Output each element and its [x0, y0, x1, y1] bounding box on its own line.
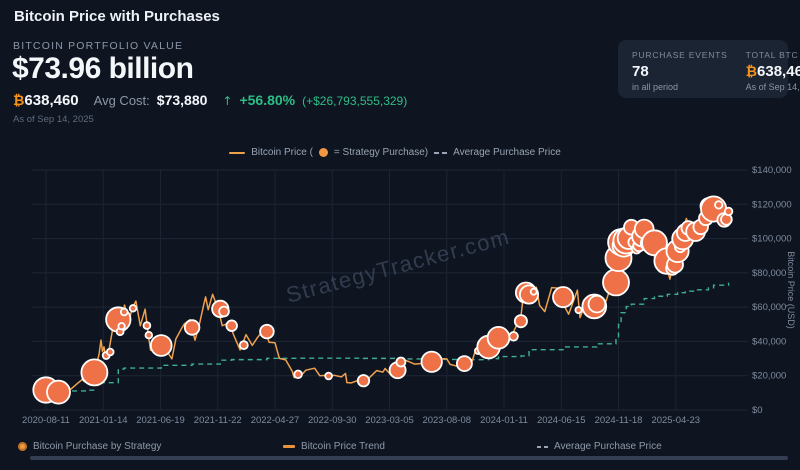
purchase-bubble[interactable] — [420, 350, 443, 373]
avg-price-swatch-icon — [537, 445, 548, 448]
purchase-bubble[interactable] — [238, 340, 249, 351]
purchase-bubble[interactable] — [513, 314, 528, 329]
portfolio-stats-row: ₿638,460 Avg Cost: $73,880 ↑ +56.80% (+$… — [13, 92, 407, 110]
purchase-bubble[interactable] — [602, 268, 630, 297]
portfolio-value-label: BITCOIN PORTFOLIO VALUE — [13, 40, 184, 52]
total-btc-col: TOTAL BTC ₿638,460 As of Sep 14, 2025 — [745, 50, 800, 92]
legend-item-price-trend[interactable]: Bitcoin Price Trend — [283, 441, 385, 452]
purchase-bubble[interactable] — [225, 319, 238, 332]
purchase-bubble[interactable] — [128, 304, 138, 313]
purchase-bubble[interactable] — [149, 334, 173, 357]
x-tick-label: 2023-08-08 — [422, 415, 471, 426]
purchase-bubble-swatch-icon — [318, 148, 328, 157]
purchase-bubble[interactable] — [80, 358, 109, 387]
purchase-bubble[interactable] — [587, 294, 607, 314]
x-tick-label: 2024-01-11 — [480, 415, 528, 426]
avg-cost-label: Avg Cost: — [93, 93, 150, 108]
bitcoin-symbol-icon: ₿ — [745, 64, 758, 80]
purchase-bubble[interactable] — [529, 287, 538, 296]
legend-item-label: Average Purchase Price — [554, 441, 662, 452]
y-axis-title: Bitcoin Price (USD) — [786, 251, 796, 329]
portfolio-value: $73.96 billion — [12, 52, 194, 85]
watermark: StrategyTracker.com — [283, 224, 512, 308]
bitcoin-price-chart[interactable]: $0 $20,000 $40,000 $60,000 $80,000 $100,000 $1… — [0, 145, 800, 445]
y-tick-label: $120,000 — [752, 199, 792, 210]
total-btc-sub: As of Sep 14, 2025 — [745, 82, 800, 92]
gain-amount: (+$26,793,555,329) — [302, 94, 408, 108]
purchase-bubble[interactable] — [259, 323, 275, 340]
purchase-bubble[interactable] — [293, 369, 303, 379]
y-tick-label: $60,000 — [752, 302, 786, 313]
purchase-bubble[interactable] — [455, 355, 473, 373]
purchase-events-value: 78 — [632, 63, 649, 80]
y-tick-label: $40,000 — [752, 336, 786, 347]
total-btc-label: TOTAL BTC — [745, 50, 799, 60]
x-tick-label: 2021-01-14 — [79, 415, 128, 426]
purchase-bubble[interactable] — [508, 331, 519, 342]
legend-price-label: Bitcoin Price ( — [251, 147, 313, 158]
legend-item-avg-price[interactable]: Average Purchase Price — [537, 441, 662, 452]
purchase-bubble[interactable] — [356, 374, 371, 388]
purchase-events-label: PURCHASE EVENTS — [632, 50, 728, 60]
x-tick-label: 2023-03-05 — [365, 415, 414, 426]
purchase-bubble[interactable] — [142, 321, 152, 330]
purchase-bubble[interactable] — [144, 330, 153, 340]
purchase-bubble[interactable] — [119, 307, 129, 317]
x-tick-label: 2025-04-23 — [651, 415, 700, 426]
x-tick-label: 2021-06-19 — [136, 415, 185, 426]
gain-up-arrow-icon: ↑ — [222, 94, 233, 108]
bitcoin-symbol-icon: ₿ — [13, 93, 25, 109]
y-tick-label: $0 — [752, 405, 763, 416]
x-tick-label: 2022-09-30 — [308, 415, 357, 426]
price-trend-swatch-icon — [283, 445, 295, 448]
purchase-bubble[interactable] — [486, 326, 511, 350]
total-btc-value: ₿638,460 — [745, 63, 800, 80]
as-of-date: As of Sep 14, 2025 — [13, 114, 94, 125]
x-tick-label: 2024-06-15 — [537, 415, 586, 426]
purchase-bubble[interactable] — [183, 319, 201, 336]
x-tick-label: 2022-04-27 — [251, 415, 300, 426]
purchase-events-col: PURCHASE EVENTS 78 in all period — [632, 50, 728, 92]
purchase-bubble[interactable] — [552, 286, 575, 309]
chart-legend-top: Bitcoin Price ( = Strategy Purchase) Ave… — [0, 147, 790, 158]
purchase-bubble[interactable] — [723, 206, 734, 217]
price-line-swatch-icon — [229, 151, 246, 154]
page-title: Bitcoin Price with Purchases — [14, 8, 220, 25]
y-tick-label: $100,000 — [752, 234, 792, 245]
avg-cost-value: $73,880 — [156, 92, 208, 108]
legend-item-label: Bitcoin Price Trend — [301, 441, 385, 452]
y-tick-label: $80,000 — [752, 268, 786, 279]
legend-item-purchases[interactable]: Bitcoin Purchase by Strategy — [18, 441, 161, 452]
legend-purchase-label: = Strategy Purchase) — [333, 147, 429, 158]
purchase-bubble[interactable] — [105, 347, 115, 357]
legend-avg-label: Average Purchase Price — [453, 147, 561, 158]
y-tick-label: $140,000 — [752, 165, 792, 176]
purchase-bubble[interactable] — [46, 379, 71, 405]
legend-item-label: Bitcoin Purchase by Strategy — [33, 441, 162, 452]
y-tick-label: $20,000 — [752, 371, 786, 382]
x-tick-label: 2021-11-22 — [194, 415, 242, 426]
purchase-bubble[interactable] — [714, 200, 724, 210]
chart-scrollbar[interactable] — [30, 456, 788, 460]
average-purchase-price-line — [46, 282, 730, 392]
summary-card: PURCHASE EVENTS 78 in all period TOTAL B… — [618, 40, 800, 98]
purchase-bubble[interactable] — [218, 305, 230, 318]
purchase-events-sub: in all period — [632, 82, 679, 92]
purchase-bubble[interactable] — [395, 356, 407, 368]
total-btc-amount: 638,460 — [24, 92, 79, 109]
avg-line-swatch-icon — [434, 151, 448, 154]
x-tick-label: 2024-11-18 — [595, 415, 643, 426]
purchase-bubble[interactable] — [574, 306, 583, 315]
gain-percent: +56.80% — [239, 92, 296, 108]
bitcoin-coin-icon — [18, 442, 27, 451]
purchase-bubble[interactable] — [324, 371, 333, 381]
x-tick-label: 2020-08-11 — [22, 415, 70, 426]
purchase-bubble[interactable] — [117, 322, 126, 331]
